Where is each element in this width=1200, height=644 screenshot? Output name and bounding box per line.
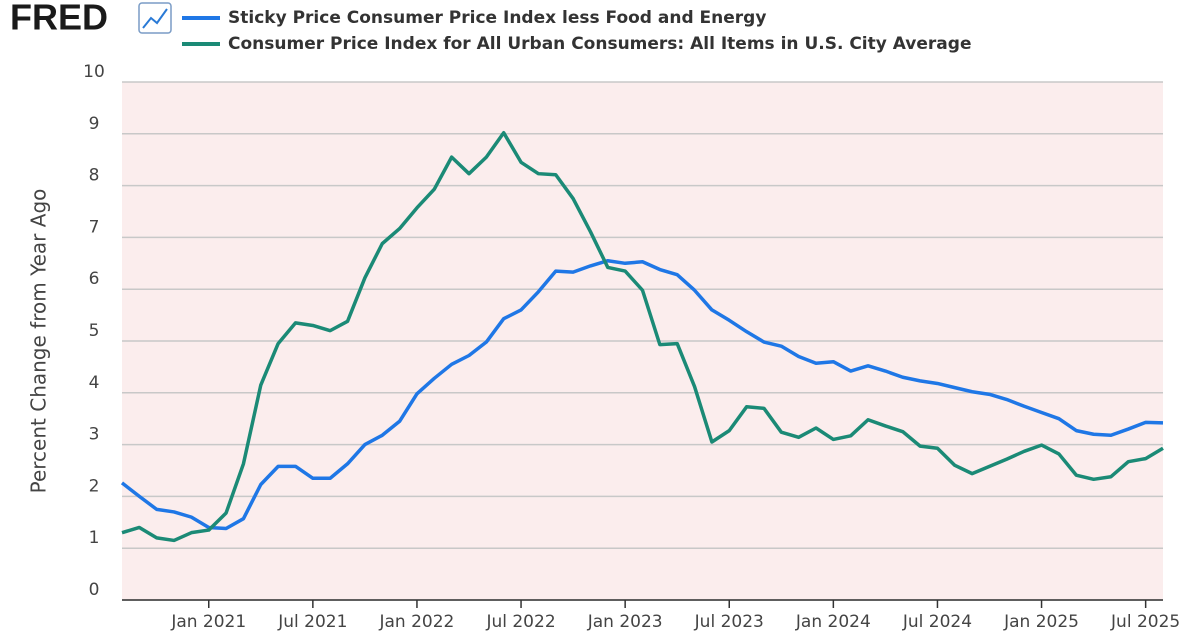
y-tick-label: 1 bbox=[89, 528, 100, 548]
x-tick-label: Jul 2024 bbox=[902, 612, 972, 632]
y-tick-label: 6 bbox=[89, 269, 100, 289]
legend-label: Sticky Price Consumer Price Index less F… bbox=[228, 8, 766, 28]
y-tick-label: 7 bbox=[89, 217, 100, 237]
x-tick-label: Jul 2022 bbox=[485, 612, 555, 632]
x-tick-label: Jul 2021 bbox=[277, 612, 347, 632]
y-tick-label: 3 bbox=[89, 425, 100, 445]
x-tick-label: Jan 2023 bbox=[587, 612, 663, 632]
y-tick-label: 4 bbox=[89, 373, 100, 393]
y-tick-label: 5 bbox=[89, 321, 100, 341]
y-tick-label: 9 bbox=[89, 114, 100, 134]
series-line bbox=[121, 131, 1164, 543]
x-tick-label: Jul 2025 bbox=[1110, 612, 1180, 632]
x-tick-label: Jul 2023 bbox=[694, 612, 764, 632]
y-tick-label: 0 bbox=[89, 580, 100, 600]
brand-logo: FRED bbox=[10, 0, 108, 38]
y-tick-label: 2 bbox=[89, 476, 100, 496]
x-tick-label: Jan 2021 bbox=[170, 612, 246, 632]
series-line bbox=[120, 258, 1164, 531]
logo-icon bbox=[138, 2, 172, 34]
y-axis-label: Percent Change from Year Ago bbox=[27, 189, 51, 494]
y-tick-label: 10 bbox=[83, 62, 105, 82]
y-tick-label: 8 bbox=[89, 166, 100, 186]
x-tick-label: Jan 2024 bbox=[795, 612, 871, 632]
x-tick-label: Jan 2025 bbox=[1003, 612, 1079, 632]
x-tick-label: Jan 2022 bbox=[379, 612, 455, 632]
legend-label: Consumer Price Index for All Urban Consu… bbox=[228, 34, 971, 54]
